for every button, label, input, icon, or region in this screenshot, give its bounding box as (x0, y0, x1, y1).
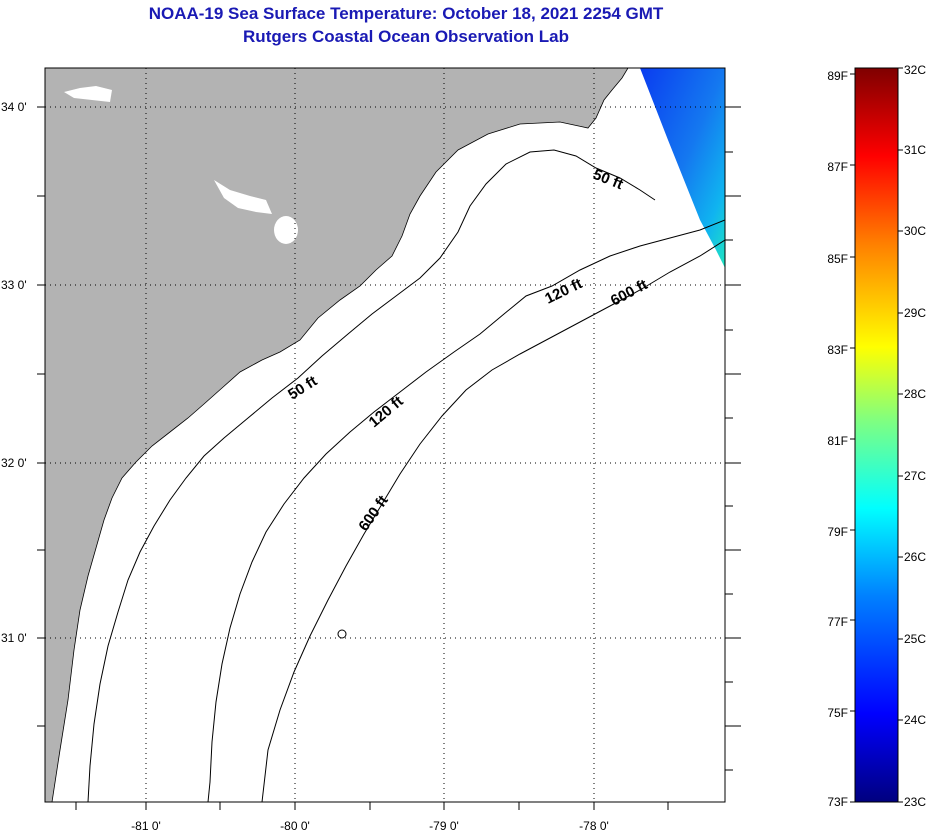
colorbar-fahrenheit-label: 87F (827, 160, 848, 174)
colorbar-fahrenheit-label: 75F (827, 706, 848, 720)
colorbar-celsius-label: 30C (904, 224, 926, 238)
longitude-label: -78 0' (579, 819, 609, 832)
colorbar-celsius-label: 29C (904, 306, 926, 320)
grid-lines (45, 68, 725, 802)
colorbar-celsius-label: 32C (904, 63, 926, 77)
longitude-label: -79 0' (429, 819, 459, 832)
colorbar-fahrenheit-label: 77F (827, 615, 848, 629)
inland-lake (214, 180, 272, 214)
colorbar-scale (854, 67, 899, 803)
colorbar-celsius-label: 24C (904, 713, 926, 727)
colorbar-celsius-label: 23C (904, 795, 926, 809)
contour-120ft (207, 219, 725, 802)
latitude-label: 34 0' (1, 100, 27, 114)
axis-ticks (37, 106, 741, 810)
colorbar-ticks (850, 67, 903, 803)
colorbar-celsius-label: 27C (904, 469, 926, 483)
colorbar: 89F 87F 85F 83F 81F 79F 77F 75F 73F 32C … (827, 63, 926, 809)
latitude-label: 31 0' (1, 631, 27, 645)
map-area: 50 ft 50 ft 120 ft 120 ft 600 ft 600 ft (45, 68, 725, 802)
colorbar-fahrenheit-label: 73F (827, 795, 848, 809)
colorbar-fahrenheit-label: 85F (827, 252, 848, 266)
longitude-label: -81 0' (131, 819, 161, 832)
colorbar-celsius-label: 28C (904, 387, 926, 401)
colorbar-fahrenheit-label: 89F (827, 69, 848, 83)
colorbar-fahrenheit-label: 83F (827, 343, 848, 357)
longitude-label: -80 0' (280, 819, 310, 832)
inland-lake (274, 216, 298, 244)
inland-lake (64, 86, 112, 102)
colorbar-celsius-label: 26C (904, 550, 926, 564)
colorbar-celsius-label: 31C (904, 143, 926, 157)
map-subtitle: Rutgers Coastal Ocean Observation Lab (243, 27, 569, 46)
colorbar-fahrenheit-label: 81F (827, 434, 848, 448)
colorbar-celsius-label: 25C (904, 632, 926, 646)
seamount-contour (337, 629, 347, 639)
contour-600ft (261, 239, 725, 802)
contour-50ft (87, 149, 656, 802)
map-title: NOAA-19 Sea Surface Temperature: October… (148, 4, 664, 23)
land-mass (45, 68, 629, 802)
map-frame (44, 67, 726, 803)
sst-data-swath (640, 68, 725, 268)
colorbar-fahrenheit-label: 79F (827, 525, 848, 539)
latitude-label: 32 0' (1, 456, 27, 470)
latitude-label: 33 0' (1, 278, 27, 292)
